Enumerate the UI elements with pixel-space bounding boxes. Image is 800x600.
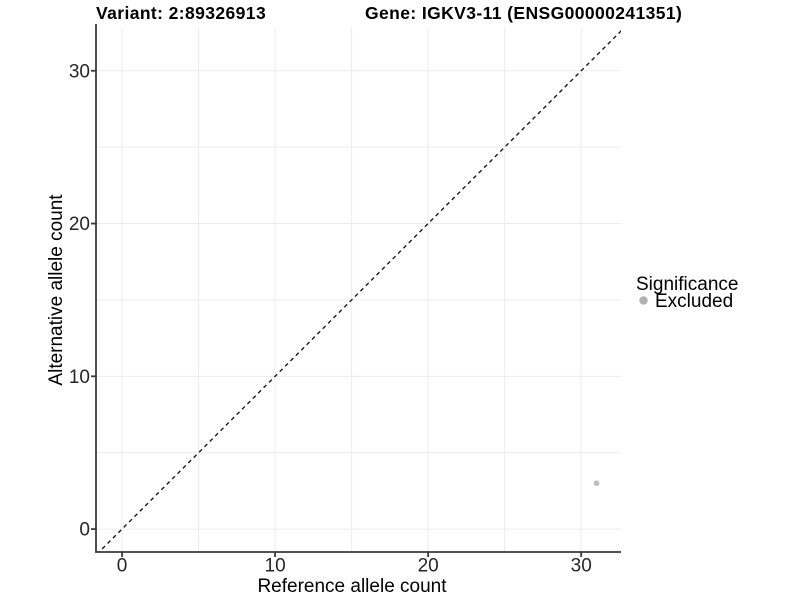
x-axis-ticks: 0 10 20 30 bbox=[117, 552, 592, 577]
axis-lines bbox=[95, 24, 621, 553]
y-tick-label: 10 bbox=[69, 367, 90, 388]
gridlines bbox=[96, 28, 621, 552]
x-axis-title: Reference allele count bbox=[257, 576, 447, 597]
x-tick-label: 20 bbox=[418, 556, 439, 577]
y-tick-label: 0 bbox=[79, 520, 90, 541]
legend-item-label: Excluded bbox=[655, 291, 733, 312]
y-tick-label: 30 bbox=[69, 61, 90, 82]
y-tick-label: 20 bbox=[69, 214, 90, 235]
x-tick-label: 0 bbox=[117, 556, 128, 577]
y-axis-title: Alternative allele count bbox=[46, 194, 67, 386]
y-axis-ticks: 0 10 20 30 bbox=[69, 61, 96, 541]
legend-item-excluded: Excluded bbox=[639, 291, 733, 312]
plot-title-variant: Variant: 2:89326913 bbox=[96, 3, 266, 23]
identity-line-group bbox=[98, 30, 621, 552]
legend: Significance Excluded bbox=[636, 274, 738, 312]
plot-title-gene: Gene: IGKV3-11 (ENSG00000241351) bbox=[365, 3, 682, 23]
legend-title: Significance bbox=[636, 274, 738, 295]
data-point bbox=[593, 480, 600, 487]
x-tick-label: 30 bbox=[571, 556, 592, 577]
x-tick-label: 10 bbox=[265, 556, 286, 577]
identity-line bbox=[98, 30, 621, 552]
data-points bbox=[593, 480, 600, 487]
circle-marker-icon bbox=[639, 296, 648, 305]
